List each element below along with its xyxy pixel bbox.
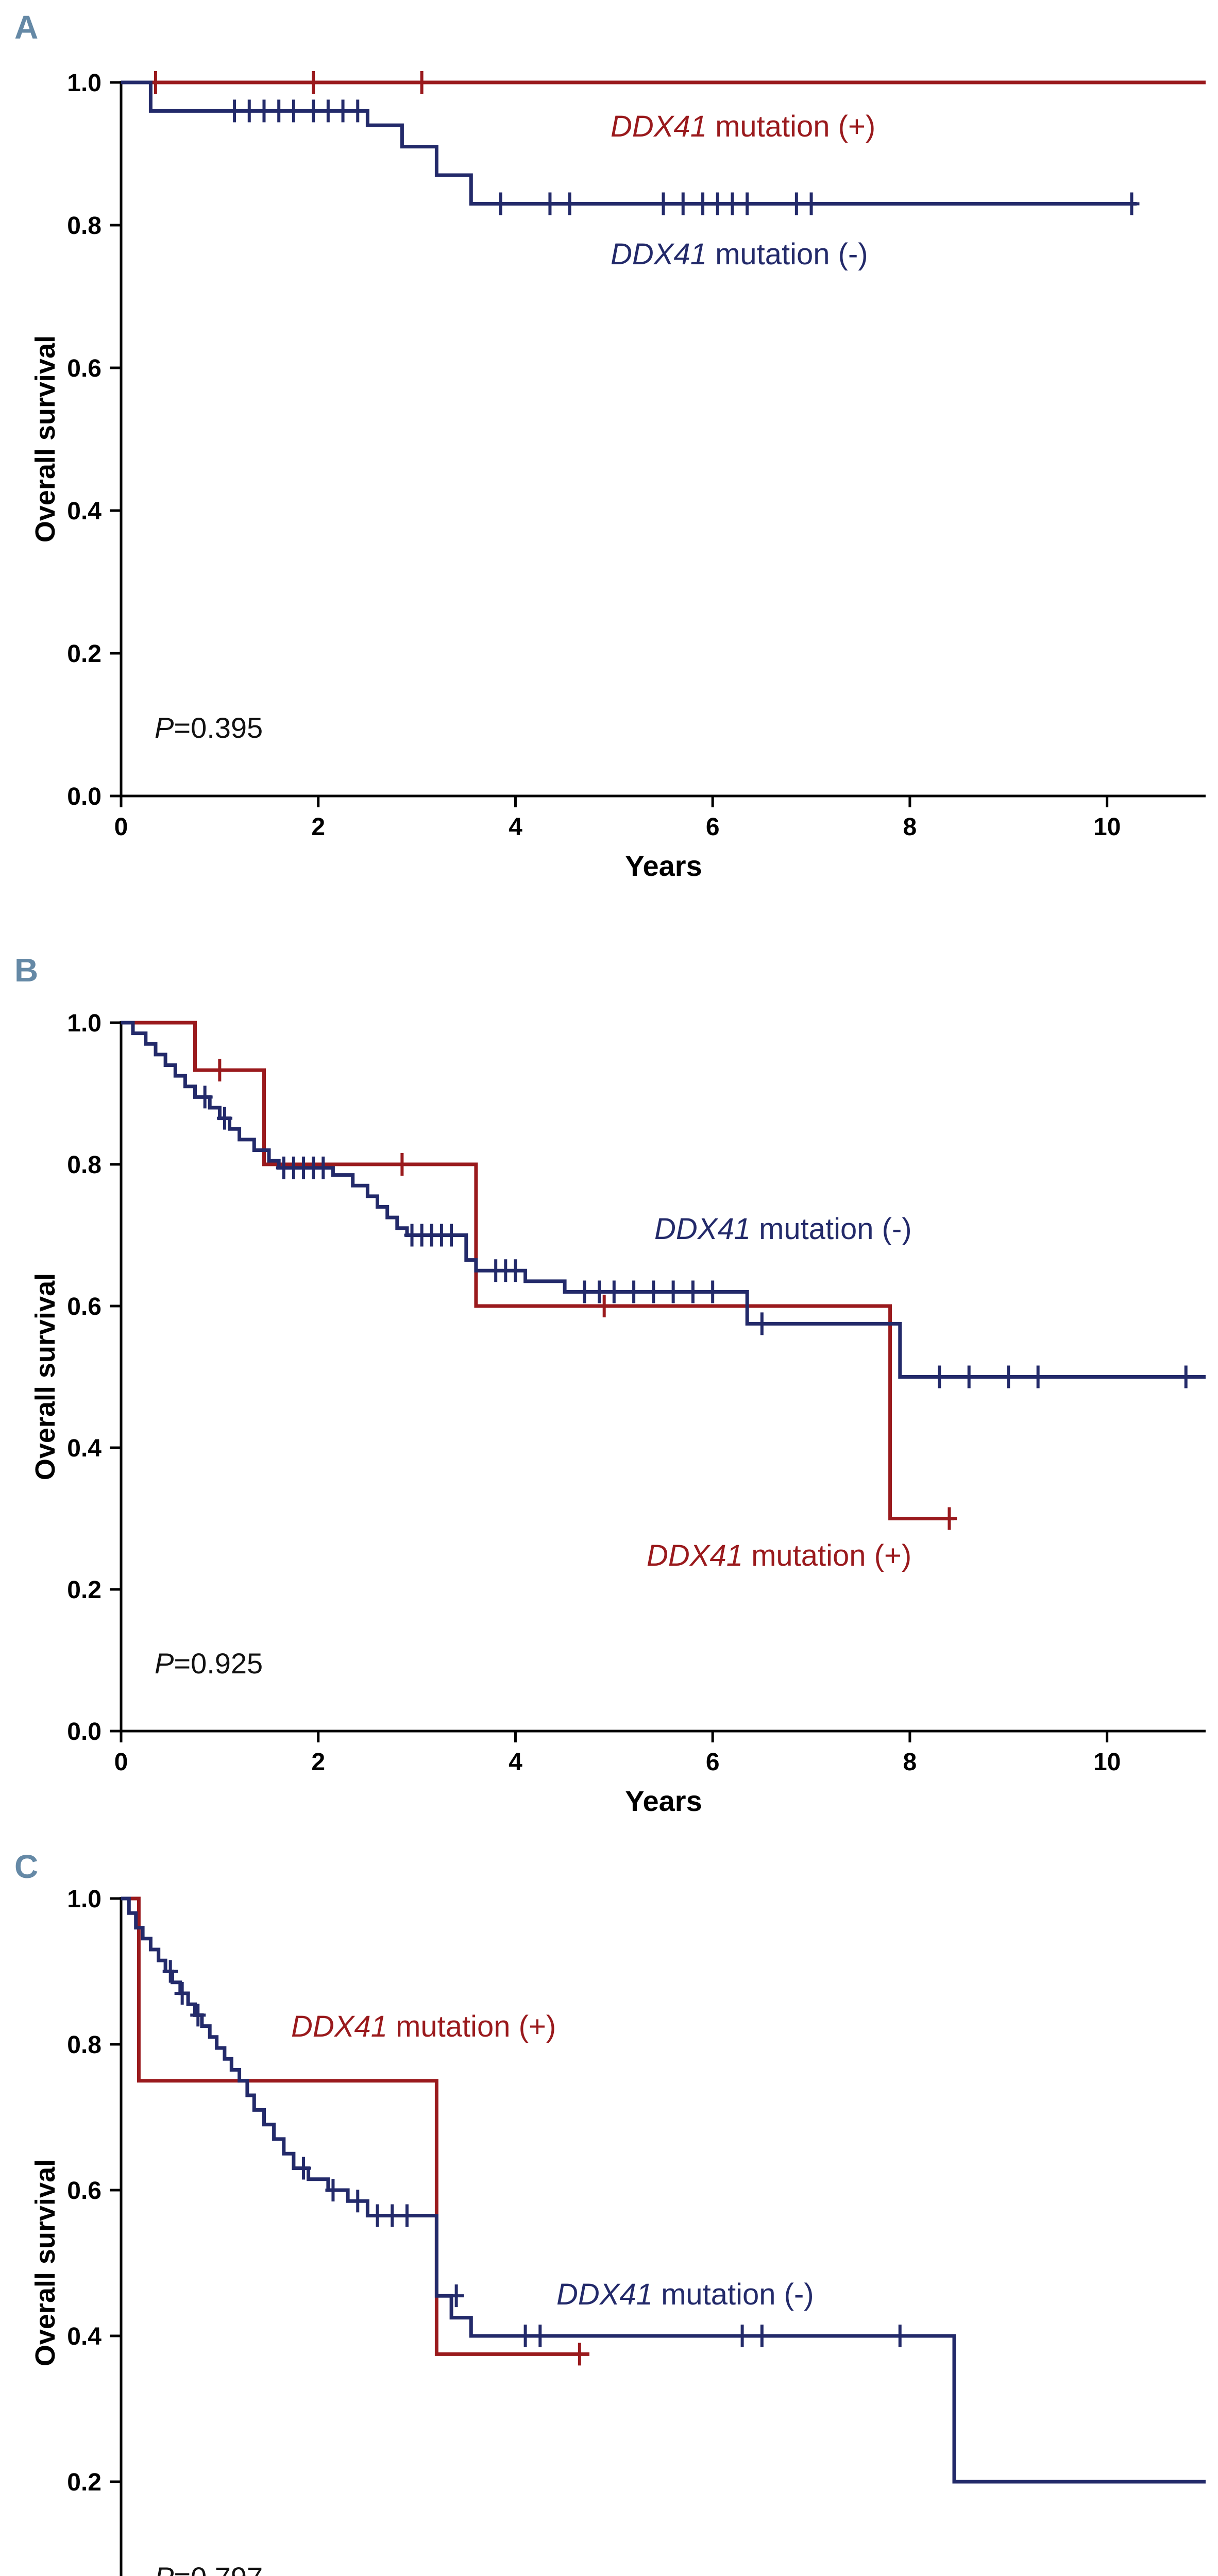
y-tick-label: 0.6 (67, 1293, 102, 1320)
x-tick-label: 10 (1093, 814, 1121, 841)
gene-name-italic: DDX41 (611, 238, 707, 271)
km-panel-b: 0.0 0.2 0.4 0.6 0.8 1.0 0 2 4 6 8 10 B Overall surv… (0, 927, 1218, 1844)
p-value-label-c: P=0.797 (155, 2561, 263, 2576)
y-tick-label: 1.0 (67, 70, 102, 97)
y-axis-title-a: Overall survival (30, 335, 61, 543)
x-tick-label: 8 (903, 814, 917, 841)
x-tick-label: 2 (311, 814, 325, 841)
x-tick-label: 0 (114, 814, 128, 841)
legend-suffix: mutation (+) (742, 1539, 912, 1572)
p-number: =0.925 (174, 1647, 263, 1680)
y-tick-label: 0.0 (67, 783, 102, 810)
legend-ddx41-mutation-positive-a: DDX41 mutation (+) (611, 109, 875, 144)
legend-suffix: mutation (+) (706, 110, 876, 143)
p-symbol: P (155, 1647, 174, 1680)
x-axis-title-a: Years (625, 850, 702, 882)
km-plot-b: 0.0 0.2 0.4 0.6 0.8 1.0 0 2 4 6 8 10 (67, 1010, 1206, 1776)
legend-ddx41-mutation-negative-a: DDX41 mutation (-) (611, 237, 868, 272)
panel-label-b: B (14, 952, 39, 989)
y-tick-label: 0.2 (67, 640, 102, 668)
legend-ddx41-mutation-negative-c: DDX41 mutation (-) (556, 2277, 814, 2312)
p-value-label-a: P=0.395 (155, 711, 263, 744)
legend-ddx41-mutation-negative-b: DDX41 mutation (-) (654, 1212, 912, 1246)
y-tick-label: 0.0 (67, 1718, 102, 1745)
legend-suffix: mutation (+) (387, 2010, 556, 2043)
y-tick-label: 1.0 (67, 1010, 102, 1037)
y-tick-label: 0.6 (67, 355, 102, 382)
p-value-label-b: P=0.925 (155, 1647, 263, 1680)
p-symbol: P (155, 2561, 174, 2576)
survival-curve (121, 1896, 589, 2356)
x-tick-label: 4 (509, 1749, 522, 1776)
y-tick-label: 0.4 (67, 498, 102, 525)
survival-curve (121, 1021, 1206, 1379)
x-tick-label: 6 (706, 814, 720, 841)
panel-label-c: C (14, 1848, 39, 1885)
gene-name-italic: DDX41 (291, 2010, 387, 2043)
y-tick-label: 0.4 (67, 2323, 102, 2350)
km-panel-a: 0.0 0.2 0.4 0.6 0.8 1.0 0 2 4 6 8 10 A Overall surv… (0, 0, 1218, 927)
x-tick-label: 10 (1093, 1749, 1121, 1776)
gene-name-italic: DDX41 (611, 110, 707, 143)
x-tick-label: 6 (706, 1749, 720, 1776)
y-tick-label: 0.6 (67, 2177, 102, 2205)
survival-curve (121, 80, 1137, 206)
y-tick-label: 0.8 (67, 2031, 102, 2059)
x-tick-label: 8 (903, 1749, 917, 1776)
gene-name-italic: DDX41 (654, 1212, 751, 1246)
y-tick-label: 0.2 (67, 1577, 102, 1604)
x-tick-label: 4 (509, 814, 522, 841)
y-tick-label: 0.8 (67, 212, 102, 240)
x-tick-label: 0 (114, 1749, 128, 1776)
y-tick-label: 1.0 (67, 1886, 102, 1913)
km-plot-a: 0.0 0.2 0.4 0.6 0.8 1.0 0 2 4 6 8 10 (67, 70, 1206, 841)
y-tick-label: 0.4 (67, 1435, 102, 1462)
legend-ddx41-mutation-positive-c: DDX41 mutation (+) (291, 2009, 556, 2044)
survival-curve (121, 1021, 954, 1520)
gene-name-italic: DDX41 (556, 2278, 653, 2311)
legend-ddx41-mutation-positive-b: DDX41 mutation (+) (647, 1538, 911, 1573)
survival-curve (121, 1896, 1206, 2484)
y-tick-label: 0.8 (67, 1151, 102, 1179)
p-number: =0.395 (174, 711, 263, 744)
x-tick-label: 2 (311, 1749, 325, 1776)
legend-suffix: mutation (-) (706, 238, 868, 271)
gene-name-italic: DDX41 (647, 1539, 743, 1572)
y-tick-label: 0.2 (67, 2469, 102, 2496)
panel-label-a: A (14, 9, 39, 46)
p-symbol: P (155, 711, 174, 744)
x-axis-title-b: Years (625, 1785, 702, 1817)
y-axis-title-c: Overall survival (30, 2159, 61, 2367)
legend-suffix: mutation (-) (750, 1212, 912, 1246)
y-axis-title-b: Overall survival (30, 1273, 61, 1481)
p-number: =0.797 (174, 2561, 263, 2576)
legend-suffix: mutation (-) (652, 2278, 814, 2311)
